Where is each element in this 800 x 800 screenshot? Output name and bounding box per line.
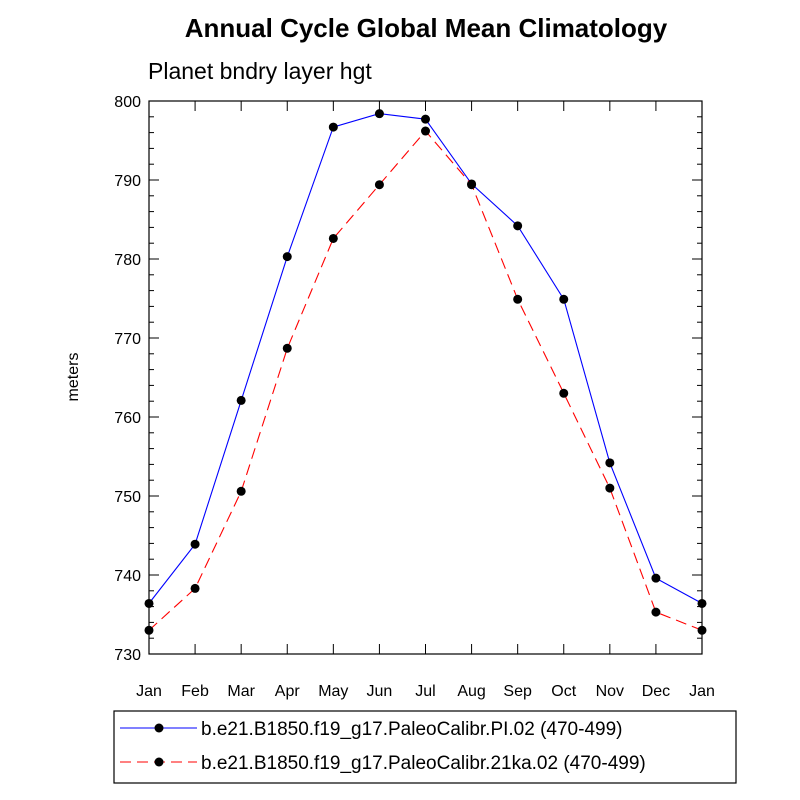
x-tick-label: Jul [415,683,435,700]
y-tick-label: 760 [114,410,141,427]
series-2-point [236,486,246,496]
x-tick-label: Nov [596,683,624,700]
series-2-point [559,388,569,398]
x-tick-label: Mar [227,683,255,700]
x-tick-label: Feb [181,683,209,700]
series-2-point [605,483,615,493]
series-line-1 [148,113,703,604]
series-2-point [467,180,477,190]
series-1-point [421,114,430,124]
series-1-point [328,122,338,132]
series-2-point [651,607,661,617]
y-tick-label: 750 [114,489,141,506]
chart-title: Annual Cycle Global Mean Climatology [185,13,668,43]
x-tick-label: Jun [367,683,393,700]
y-tick-label: 740 [114,568,141,585]
x-tick-label: Dec [642,683,670,700]
legend-marker-1 [154,723,164,733]
y-tick-label: 780 [114,252,141,269]
series-2-point [144,625,154,635]
series-1-point [513,221,523,231]
series-1-point [605,458,615,468]
legend-marker-2 [154,757,164,767]
legend-box [113,710,737,784]
series-line-2 [148,130,703,631]
x-tick-label: Jan [689,683,715,700]
series-2-point [513,294,523,304]
series-1-point [144,598,154,608]
plot-frame [148,100,703,655]
series-2-point [282,343,292,353]
series-1-point [236,395,246,405]
series-1-point [651,573,661,583]
series-2-point [328,233,338,243]
x-tick-label: Apr [275,683,301,700]
x-tick-label: May [318,683,348,700]
series-layer [144,109,707,635]
x-tick-label: Oct [551,683,576,700]
legend-label-2: b.e21.B1850.f19_g17.PaleoCalibr.21ka.02 … [201,753,646,774]
chart-subtitle: Planet bndry layer hgt [148,58,372,84]
series-1-point [190,539,200,549]
x-tick-label: Sep [503,683,532,700]
legend: b.e21.B1850.f19_g17.PaleoCalibr.PI.02 (4… [113,710,737,784]
y-axis-label: meters [65,353,82,402]
series-2-point [697,625,707,635]
x-tick-label: Aug [457,683,485,700]
series-1-point [559,294,569,304]
series-2-point [374,180,384,190]
x-tick-label: Jan [136,683,162,700]
legend-label-1: b.e21.B1850.f19_g17.PaleoCalibr.PI.02 (4… [201,719,622,740]
series-2-point [421,126,430,136]
ticks-layer: 730 740 750 760 770 780 790 800 Jan Feb Mar Apr May J… [114,94,715,700]
series-1-point [697,598,707,608]
y-tick-label: 800 [114,94,141,111]
y-tick-label: 790 [114,173,141,190]
y-tick-label: 730 [114,647,141,664]
y-tick-label: 770 [114,331,141,348]
series-1-point [374,109,384,119]
series-2-point [190,583,200,593]
series-1-point [282,252,292,262]
